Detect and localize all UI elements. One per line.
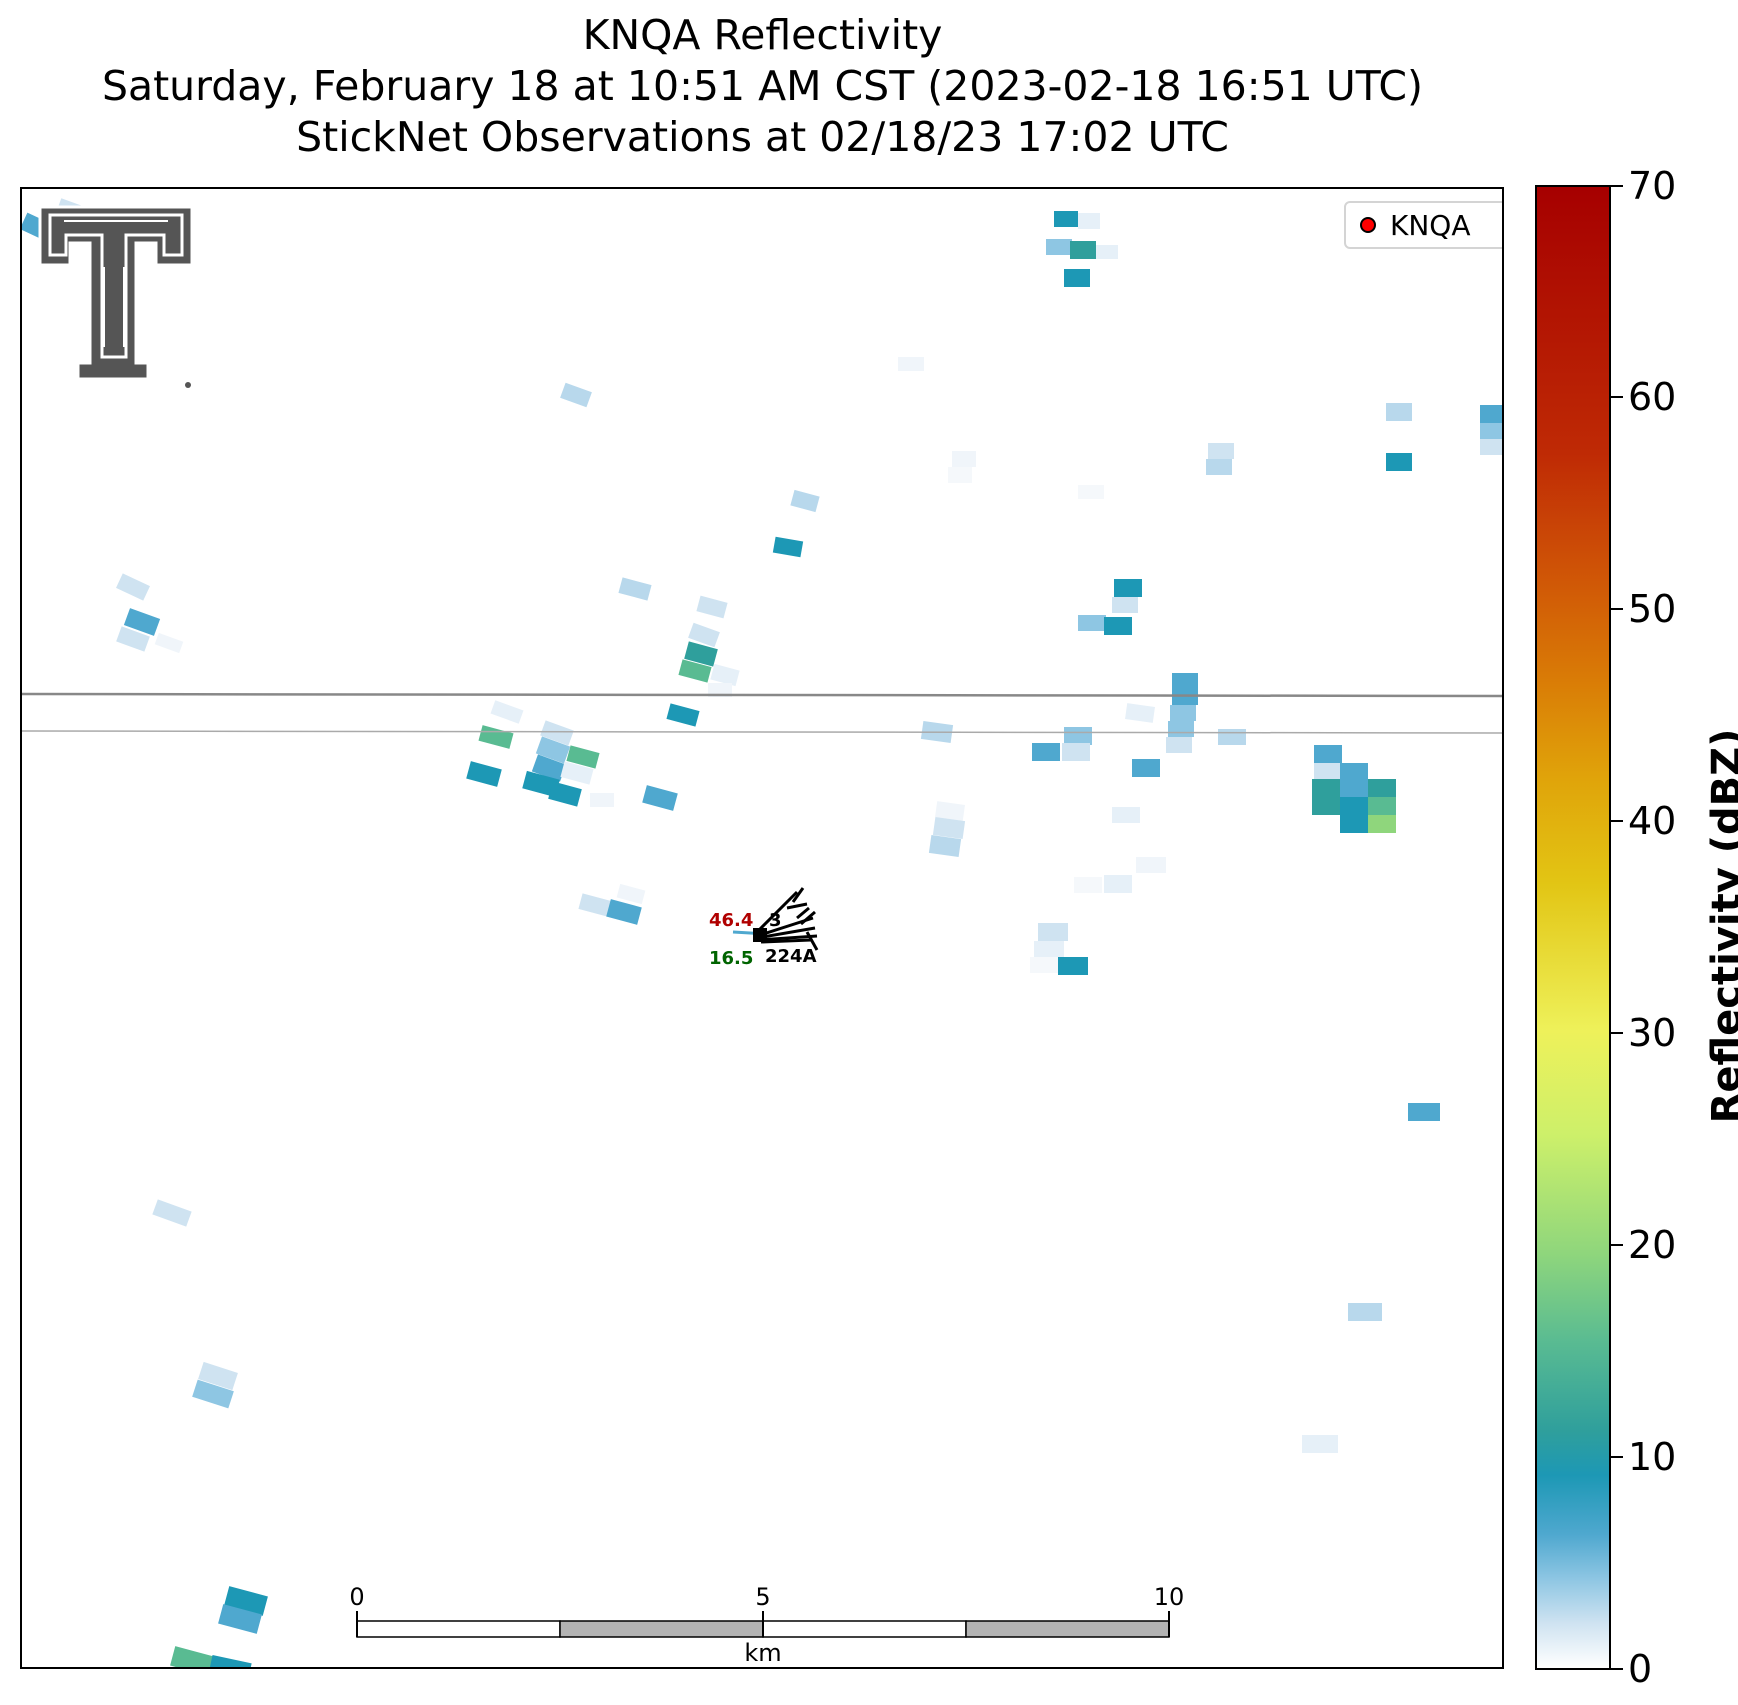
scale-tick-10: 10 (1154, 1583, 1185, 1611)
boundary-line (22, 692, 1502, 698)
title-line-2: Saturday, February 18 at 10:51 AM CST (2… (101, 62, 1424, 110)
map-title: KNQA Reflectivity Saturday, February 18 … (0, 10, 1525, 163)
colorbar-tick (1611, 608, 1623, 610)
station-temperature: 46.4 (709, 910, 753, 931)
boundary-line (22, 730, 1502, 734)
station-id: 224A (765, 946, 817, 967)
reflectivity-gates (22, 198, 1502, 1667)
station-dewpoint: 16.5 (709, 948, 753, 969)
colorbar-label-10: 10 (1628, 1435, 1677, 1479)
scale-tick-0: 0 (349, 1583, 364, 1611)
legend-label: KNQA (1390, 208, 1471, 242)
colorbar-tick (1611, 820, 1623, 822)
scale-unit: km (744, 1639, 781, 1667)
colorbar-tick (1611, 1668, 1623, 1670)
colorbar-tick (1611, 1456, 1623, 1458)
colorbar-label-30: 30 (1628, 1011, 1677, 1055)
colorbar-label-40: 40 (1628, 799, 1677, 843)
wind-barb-icon (755, 890, 799, 934)
colorbar-label-50: 50 (1628, 587, 1677, 631)
colorbar-label-60: 60 (1628, 375, 1677, 419)
colorbar-label-20: 20 (1628, 1223, 1677, 1267)
title-line-3: StickNet Observations at 02/18/23 17:02 … (296, 113, 1229, 161)
map-legend: KNQA (1344, 201, 1502, 249)
station-model-224a[interactable]: 46.4 3 16.5 224A (709, 887, 819, 969)
colorbar-label-70: 70 (1628, 164, 1677, 208)
radar-site-dot-icon (1360, 217, 1376, 233)
colorbar-tick (1611, 396, 1623, 398)
reflectivity-colorbar (1535, 185, 1611, 1670)
title-line-1: KNQA Reflectivity (582, 11, 943, 59)
colorbar-tick (1611, 1032, 1623, 1034)
colorbar-label-0: 0 (1628, 1647, 1653, 1691)
colorbar-tick (1611, 185, 1623, 187)
radar-map-canvas: 46.4 3 16.5 224A 0 5 10 km (22, 198, 1502, 1667)
scale-bar: 0 5 10 km (349, 1583, 1184, 1667)
colorbar-title: Reflectivity (dBZ) (1704, 728, 1738, 1124)
texas-tech-logo (38, 205, 194, 388)
station-pressure: 3 (769, 910, 782, 931)
radar-map[interactable]: 46.4 3 16.5 224A 0 5 10 km KNQA (20, 187, 1504, 1669)
colorbar-tick (1611, 1244, 1623, 1246)
scale-tick-5: 5 (755, 1583, 770, 1611)
